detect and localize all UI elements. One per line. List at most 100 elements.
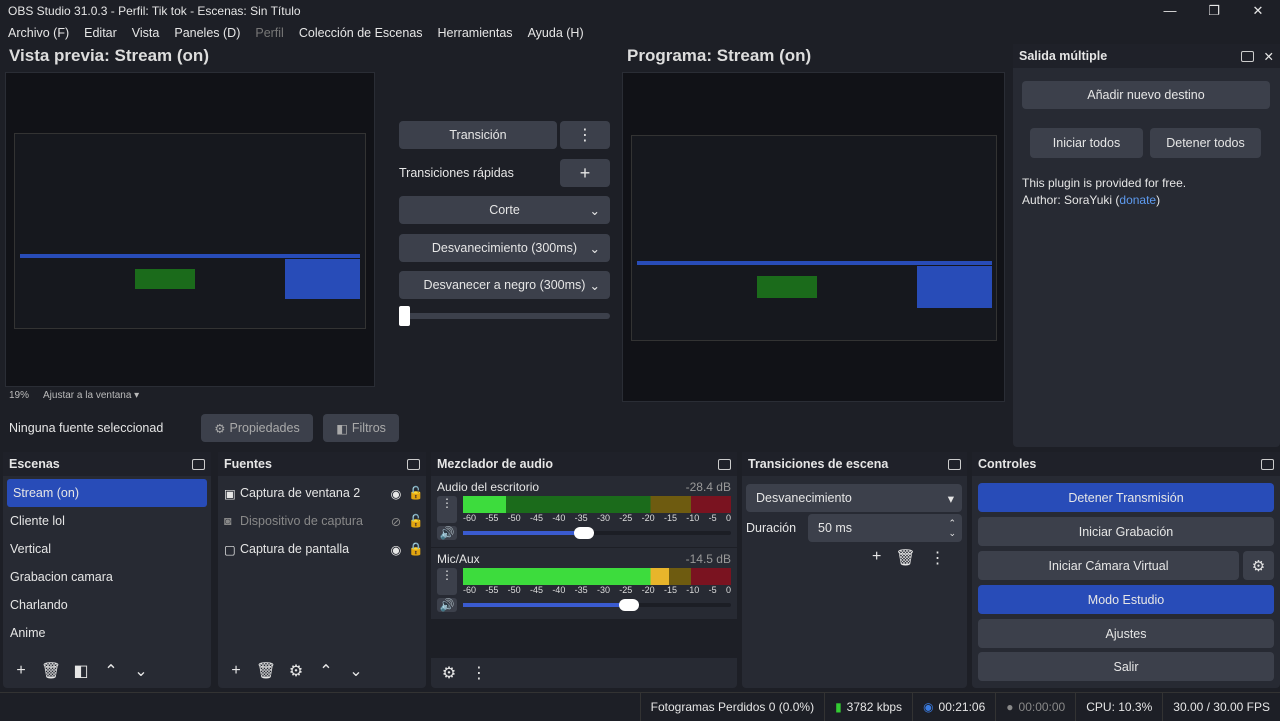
properties-button[interactable]: ⚙ Propiedades	[201, 414, 313, 442]
eye-hidden-icon[interactable]: ⊘	[390, 514, 402, 529]
scene-item[interactable]: Stream (on)	[7, 479, 207, 507]
unlock-icon[interactable]: 🔓	[408, 485, 424, 500]
eye-icon[interactable]: ◉	[390, 486, 402, 501]
exit-button[interactable]: Salir	[978, 652, 1274, 681]
audio-channel: Audio del escritorio -28.4 dB ⋮ -60 -55 -50-…	[431, 476, 737, 548]
undock-icon[interactable]	[1261, 458, 1274, 470]
chevron-up-icon[interactable]: ⌃	[319, 663, 333, 680]
add-quick-transition-button[interactable]: +	[560, 159, 610, 187]
menu-perfil[interactable]: Perfil	[255, 26, 284, 40]
scene-transitions-dock: Transiciones de escena Desvanecimiento ▾ …	[742, 452, 967, 688]
scene-item[interactable]: Charlando	[10, 598, 68, 612]
more-icon[interactable]: ⋮	[437, 568, 457, 595]
transition-select[interactable]: Desvanecimiento ▾	[746, 484, 962, 512]
channel-name: Audio del escritorio	[437, 480, 540, 494]
monitor-icon: ▢	[224, 542, 236, 557]
source-item[interactable]: ▣ Captura de ventana 2 ◉ 🔓	[218, 479, 426, 507]
start-recording-button[interactable]: Iniciar Grabación	[978, 517, 1274, 546]
meter-tick: -55	[485, 513, 499, 523]
speaker-icon[interactable]: 🔊	[437, 526, 457, 540]
start-all-button[interactable]: Iniciar todos	[1030, 128, 1143, 158]
minimize-button[interactable]: —	[1163, 3, 1177, 18]
quick-transition-fade-black[interactable]: Desvanecer a negro (300ms) ⌄	[399, 271, 610, 299]
scene-item[interactable]: Grabacion camara	[10, 570, 113, 584]
source-item[interactable]: ◙ Dispositivo de captura ⊘ 🔓	[218, 507, 426, 535]
scene-item[interactable]: Cliente lol	[10, 514, 65, 528]
chevron-up-icon[interactable]: ⌃	[104, 663, 118, 680]
undock-icon[interactable]	[1240, 50, 1254, 62]
studio-mode-button[interactable]: Modo Estudio	[978, 585, 1274, 614]
sources-dock: Fuentes ▣ Captura de ventana 2 ◉ 🔓 ◙ Disposi…	[218, 452, 426, 688]
caret-down-icon: ▾	[947, 491, 954, 506]
close-icon[interactable]: ✕	[1263, 49, 1274, 64]
volume-slider[interactable]	[463, 527, 731, 539]
undock-icon[interactable]	[192, 458, 205, 470]
preview-title: Vista previa: Stream (on)	[9, 46, 209, 65]
add-icon[interactable]: +	[231, 662, 241, 679]
filters-button[interactable]: ◧ Filtros	[323, 414, 399, 442]
status-bar: Fotogramas Perdidos 0 (0.0%) ▮ 3782 kbps …	[0, 692, 1280, 721]
scene-item[interactable]: Anime	[10, 626, 46, 640]
menu-archivo[interactable]: Archivo (F)	[8, 26, 70, 40]
speaker-icon[interactable]: 🔊	[437, 598, 457, 612]
chevron-down-icon[interactable]: ⌄	[349, 663, 363, 680]
scene-item[interactable]: Vertical	[10, 542, 51, 556]
zoom-level: 19%	[9, 390, 30, 401]
undock-icon[interactable]	[718, 458, 731, 470]
menu-colecciones[interactable]: Colección de Escenas	[298, 26, 423, 40]
eye-icon[interactable]: ◉	[390, 542, 402, 557]
controls-dock: Controles Detener Transmisión Iniciar Gr…	[972, 452, 1280, 688]
fit-dropdown[interactable]: Ajustar a la ventana ▾	[43, 390, 140, 401]
settings-button[interactable]: Ajustes	[978, 619, 1274, 648]
menu-vista[interactable]: Vista	[131, 26, 160, 40]
add-icon[interactable]: +	[16, 662, 26, 679]
stop-streaming-button[interactable]: Detener Transmisión	[978, 483, 1274, 512]
trash-icon[interactable]: 🗑	[895, 550, 916, 567]
audio-channel: Mic/Aux -14.5 dB ⋮ -60 -55 -50 -45 -40 -35 -30 -2…	[431, 548, 737, 620]
menu-editar[interactable]: Editar	[84, 26, 117, 40]
meter-tick: -25	[619, 585, 633, 595]
close-button[interactable]: ✕	[1252, 3, 1264, 18]
virtual-camera-button[interactable]: Iniciar Cámara Virtual	[978, 551, 1239, 580]
menu-ayuda[interactable]: Ayuda (H)	[527, 26, 584, 40]
duration-label: Duración	[746, 521, 797, 535]
advanced-audio-icon[interactable]: ⚙	[441, 665, 457, 682]
gear-icon[interactable]: ⚙	[288, 663, 304, 680]
meter-tick: -35	[574, 585, 588, 595]
source-item[interactable]: ▢ Captura de pantalla ◉ 🔒	[218, 535, 426, 563]
add-icon[interactable]: +	[872, 548, 882, 565]
preview-display[interactable]	[5, 72, 375, 387]
chevron-down-icon[interactable]: ⌄	[134, 663, 148, 680]
volume-slider[interactable]	[463, 599, 731, 611]
menu-paneles[interactable]: Paneles (D)	[174, 26, 241, 40]
duration-spinbox[interactable]: 50 ms ⌃ ⌄	[808, 514, 962, 542]
meter-tick: -60	[463, 513, 477, 523]
more-icon[interactable]: ⋮	[437, 496, 457, 523]
maximize-button[interactable]: ❐	[1208, 3, 1220, 18]
signal-icon: ▮	[835, 699, 842, 714]
trash-icon[interactable]: 🗑	[40, 663, 62, 680]
chevron-down-icon: ⌄	[589, 203, 600, 218]
lock-icon[interactable]: 🔒	[408, 541, 424, 556]
unlock-icon[interactable]: 🔓	[408, 513, 424, 528]
meter-tick: -5	[708, 513, 717, 523]
trash-icon[interactable]: 🗑	[255, 663, 277, 680]
more-icon[interactable]: ⋮	[471, 665, 487, 682]
more-icon[interactable]: ⋮	[929, 550, 946, 567]
add-destination-button[interactable]: Añadir nuevo destino	[1022, 81, 1270, 109]
undock-icon[interactable]	[407, 458, 420, 470]
filter-icon[interactable]: ◧	[73, 663, 89, 680]
stop-all-button[interactable]: Detener todos	[1150, 128, 1261, 158]
record-time: 00:00:00	[1018, 699, 1066, 714]
quick-transition-corte[interactable]: Corte ⌄	[399, 196, 610, 224]
multi-output-dock: Salida múltiple ✕ Añadir nuevo destino In…	[1013, 44, 1280, 447]
undock-icon[interactable]	[948, 458, 961, 470]
transition-button[interactable]: Transición	[399, 121, 557, 149]
donate-link[interactable]: donate	[1119, 193, 1157, 207]
gear-icon[interactable]: ⚙	[1243, 551, 1274, 580]
dock-title: Fuentes	[224, 457, 272, 471]
more-icon[interactable]: ⋮	[560, 121, 610, 149]
quick-transition-fade[interactable]: Desvanecimiento (300ms) ⌄	[399, 234, 610, 262]
tbar-slider[interactable]	[399, 306, 610, 326]
menu-herramientas[interactable]: Herramientas	[437, 26, 513, 40]
